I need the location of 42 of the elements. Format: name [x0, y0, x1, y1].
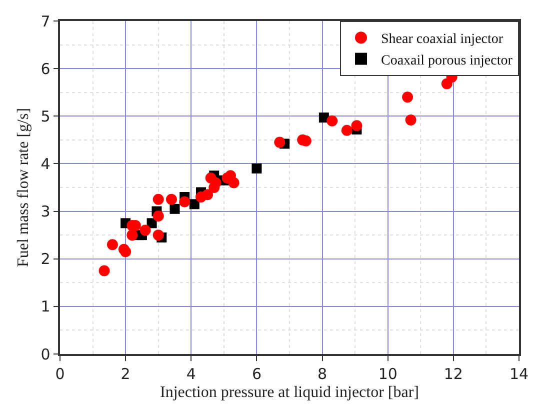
point	[405, 114, 416, 126]
point	[126, 230, 138, 241]
point	[402, 92, 414, 103]
legend-label: Shear coaxial injector	[381, 32, 504, 48]
point	[351, 120, 362, 132]
point	[152, 230, 164, 241]
y-tick-label: 4	[40, 154, 50, 173]
y-tick-label: 7	[40, 12, 50, 30]
point	[170, 204, 180, 214]
point	[179, 196, 190, 208]
point	[326, 115, 338, 126]
y-tick-label: 1	[40, 298, 50, 316]
x-tick-label: 2	[120, 364, 130, 383]
point	[106, 239, 118, 250]
x-tick-label: 8	[318, 364, 328, 383]
point	[189, 199, 200, 210]
point	[166, 194, 177, 205]
x-tick-label: 4	[186, 364, 196, 383]
point	[228, 177, 240, 188]
point	[274, 136, 286, 148]
point	[98, 265, 110, 276]
y-axis-title: Fuel mass flow rate [g/s]	[15, 108, 32, 268]
point	[202, 189, 214, 200]
point	[210, 177, 222, 188]
y-tick-label: 0	[40, 345, 50, 364]
point	[341, 124, 352, 136]
x-tick-label: 12	[444, 364, 463, 383]
x-tick-label: 6	[252, 364, 262, 383]
point	[140, 224, 151, 236]
x-axis-title: Injection pressure at liquid injector [bar]	[160, 384, 420, 401]
legend-label: Coaxail porous injector	[381, 53, 513, 68]
y-tick-label: 5	[40, 107, 50, 126]
y-tick-label: 2	[40, 250, 50, 268]
x-tick-label: 10	[378, 364, 398, 383]
point	[120, 246, 132, 258]
point	[252, 163, 262, 174]
x-tick-label: 14	[509, 364, 529, 383]
point	[152, 194, 164, 205]
x-tick-label: 0	[55, 364, 65, 383]
y-tick-label: 3	[40, 202, 50, 221]
point	[152, 210, 164, 222]
y-tick-label: 6	[40, 60, 50, 78]
